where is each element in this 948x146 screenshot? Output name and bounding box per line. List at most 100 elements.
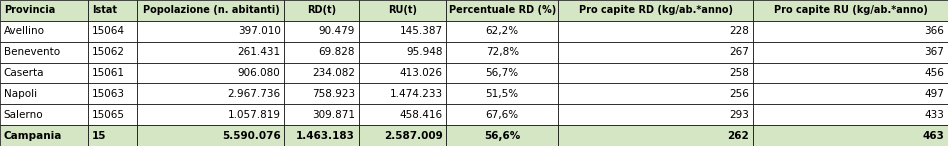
Bar bbox=[137, 104, 284, 125]
Text: Benevento: Benevento bbox=[4, 47, 60, 57]
Bar bbox=[284, 83, 359, 104]
Text: 1.474.233: 1.474.233 bbox=[390, 89, 443, 99]
Bar bbox=[88, 125, 137, 146]
Bar bbox=[0, 125, 88, 146]
Bar bbox=[88, 42, 137, 63]
Text: 2.587.009: 2.587.009 bbox=[384, 131, 443, 141]
Bar bbox=[284, 125, 359, 146]
Bar bbox=[753, 63, 948, 83]
Text: 1.463.183: 1.463.183 bbox=[297, 131, 356, 141]
Bar bbox=[137, 63, 284, 83]
Bar bbox=[137, 42, 284, 63]
Text: 228: 228 bbox=[729, 26, 749, 36]
Text: 366: 366 bbox=[924, 26, 944, 36]
Bar bbox=[753, 42, 948, 63]
Text: 56,7%: 56,7% bbox=[485, 68, 519, 78]
Text: 433: 433 bbox=[924, 110, 944, 120]
Text: 397.010: 397.010 bbox=[238, 26, 281, 36]
Bar bbox=[558, 0, 753, 21]
Text: 56,6%: 56,6% bbox=[484, 131, 520, 141]
Text: 758.923: 758.923 bbox=[312, 89, 356, 99]
Text: 15064: 15064 bbox=[92, 26, 125, 36]
Bar bbox=[447, 42, 558, 63]
Bar bbox=[88, 63, 137, 83]
Text: 262: 262 bbox=[727, 131, 749, 141]
Bar bbox=[88, 104, 137, 125]
Bar bbox=[447, 21, 558, 42]
Bar bbox=[359, 0, 447, 21]
Text: Percentuale RD (%): Percentuale RD (%) bbox=[448, 5, 556, 15]
Text: Napoli: Napoli bbox=[4, 89, 37, 99]
Bar bbox=[0, 0, 88, 21]
Text: 458.416: 458.416 bbox=[399, 110, 443, 120]
Bar bbox=[359, 125, 447, 146]
Bar bbox=[558, 125, 753, 146]
Text: 456: 456 bbox=[924, 68, 944, 78]
Text: 62,2%: 62,2% bbox=[485, 26, 519, 36]
Text: 2.967.736: 2.967.736 bbox=[228, 89, 281, 99]
Text: 51,5%: 51,5% bbox=[485, 89, 519, 99]
Text: 309.871: 309.871 bbox=[312, 110, 356, 120]
Text: 15065: 15065 bbox=[92, 110, 125, 120]
Bar bbox=[447, 104, 558, 125]
Bar bbox=[88, 0, 137, 21]
Bar bbox=[0, 42, 88, 63]
Text: 145.387: 145.387 bbox=[399, 26, 443, 36]
Bar bbox=[137, 21, 284, 42]
Text: 413.026: 413.026 bbox=[399, 68, 443, 78]
Bar bbox=[359, 104, 447, 125]
Bar bbox=[0, 104, 88, 125]
Text: 906.080: 906.080 bbox=[238, 68, 281, 78]
Text: 67,6%: 67,6% bbox=[485, 110, 519, 120]
Text: 234.082: 234.082 bbox=[312, 68, 356, 78]
Text: Avellino: Avellino bbox=[4, 26, 45, 36]
Bar bbox=[558, 83, 753, 104]
Text: Provincia: Provincia bbox=[4, 5, 55, 15]
Bar bbox=[88, 83, 137, 104]
Bar bbox=[284, 21, 359, 42]
Text: 256: 256 bbox=[729, 89, 749, 99]
Bar bbox=[88, 21, 137, 42]
Text: 15061: 15061 bbox=[92, 68, 125, 78]
Bar bbox=[284, 104, 359, 125]
Text: Caserta: Caserta bbox=[4, 68, 45, 78]
Bar bbox=[0, 63, 88, 83]
Text: 15062: 15062 bbox=[92, 47, 125, 57]
Bar bbox=[359, 63, 447, 83]
Text: Salerno: Salerno bbox=[4, 110, 44, 120]
Text: 15: 15 bbox=[92, 131, 107, 141]
Bar bbox=[284, 0, 359, 21]
Bar bbox=[753, 0, 948, 21]
Bar bbox=[447, 63, 558, 83]
Bar bbox=[447, 83, 558, 104]
Bar bbox=[0, 21, 88, 42]
Bar bbox=[137, 125, 284, 146]
Text: Istat: Istat bbox=[92, 5, 118, 15]
Text: Pro capite RD (kg/ab.*anno): Pro capite RD (kg/ab.*anno) bbox=[578, 5, 733, 15]
Text: 258: 258 bbox=[729, 68, 749, 78]
Text: 497: 497 bbox=[924, 89, 944, 99]
Text: 72,8%: 72,8% bbox=[485, 47, 519, 57]
Bar bbox=[753, 83, 948, 104]
Bar bbox=[137, 0, 284, 21]
Text: 293: 293 bbox=[729, 110, 749, 120]
Bar bbox=[558, 63, 753, 83]
Text: 1.057.819: 1.057.819 bbox=[228, 110, 281, 120]
Bar bbox=[558, 21, 753, 42]
Text: Popolazione (n. abitanti): Popolazione (n. abitanti) bbox=[142, 5, 280, 15]
Bar bbox=[753, 21, 948, 42]
Bar bbox=[359, 21, 447, 42]
Text: 367: 367 bbox=[924, 47, 944, 57]
Bar bbox=[558, 42, 753, 63]
Bar bbox=[137, 83, 284, 104]
Bar bbox=[359, 83, 447, 104]
Text: Pro capite RU (kg/ab.*anno): Pro capite RU (kg/ab.*anno) bbox=[774, 5, 927, 15]
Text: 15063: 15063 bbox=[92, 89, 125, 99]
Text: 95.948: 95.948 bbox=[406, 47, 443, 57]
Bar bbox=[753, 125, 948, 146]
Text: 267: 267 bbox=[729, 47, 749, 57]
Bar bbox=[284, 42, 359, 63]
Text: 261.431: 261.431 bbox=[238, 47, 281, 57]
Bar bbox=[359, 42, 447, 63]
Bar bbox=[284, 63, 359, 83]
